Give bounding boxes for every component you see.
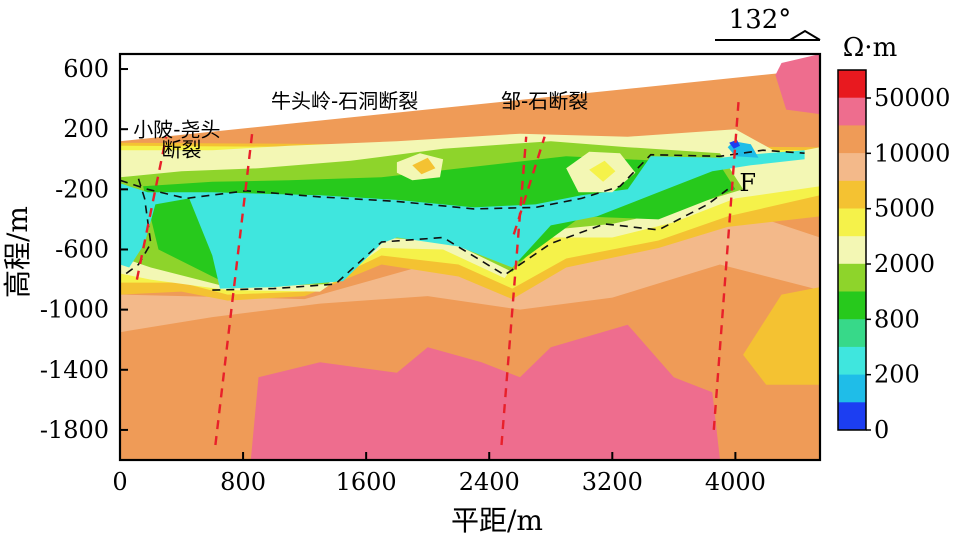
- colorbar-label: 0: [874, 416, 889, 444]
- y-tick-label: -1400: [40, 356, 109, 384]
- colorbar-frame: [837, 69, 867, 431]
- y-axis-ticks: 600 200 -200 -600 -1000 -1400 -1800: [40, 55, 128, 444]
- fault-line-2: [500, 136, 528, 446]
- colorbar-unit: Ω·m: [843, 33, 897, 63]
- x-tick-label: 800: [220, 468, 266, 496]
- fault-line-0: [135, 136, 168, 280]
- colorbar-label: 10000: [874, 139, 950, 167]
- colorbar-swatch: [838, 153, 866, 182]
- fault-line-4: [712, 102, 740, 430]
- x-tick-label: 3200: [582, 468, 643, 496]
- x-tick-label: 2400: [459, 468, 520, 496]
- annotation-label-2: 牛头岭-石洞断裂: [271, 89, 418, 113]
- resistivity-body-13: [589, 160, 616, 182]
- boundary-lower: [212, 188, 729, 291]
- x-tick-label: 1600: [336, 468, 397, 496]
- fault-line-1: [214, 132, 254, 446]
- colorbar-swatch: [838, 346, 866, 376]
- colorbar-swatch: [838, 374, 866, 403]
- direction-indicator: 132°: [715, 5, 821, 41]
- annotation-label-4: F: [739, 169, 756, 197]
- colorbar-label: 50000: [874, 84, 950, 112]
- colorbar-swatch: [838, 236, 866, 265]
- annotation-label-0: 小陂-尧头: [133, 118, 220, 142]
- direction-label: 132°: [729, 5, 792, 35]
- fault-lines: [135, 102, 740, 446]
- direction-arrow: [789, 29, 821, 41]
- boundary-left: [125, 178, 152, 275]
- boundary-upper: [120, 149, 805, 210]
- y-tick-label: 600: [63, 55, 109, 83]
- fault-line-3: [512, 136, 546, 235]
- colorbar-swatch: [838, 319, 866, 348]
- colorbar-label: 200: [874, 361, 920, 389]
- resistivity-body-16: [743, 287, 820, 385]
- x-tick-label: 4000: [705, 468, 766, 496]
- colorbar-swatch: [838, 291, 866, 320]
- x-axis-ticks: 0 800 1600 2400 3200 4000: [112, 452, 766, 496]
- x-tick-label: 0: [112, 468, 127, 496]
- colorbar-label: 5000: [874, 195, 935, 223]
- annotation-label-1: 断裂: [162, 137, 202, 161]
- colorbar-swatch: [838, 263, 866, 292]
- boundary-lines: [120, 149, 805, 291]
- y-tick-label: -200: [55, 175, 109, 203]
- resistivity-body-15: [775, 54, 820, 115]
- resistivity-body-7: [120, 150, 805, 289]
- colorbar-label: 2000: [874, 250, 935, 278]
- colorbar-swatch: [838, 208, 866, 237]
- y-tick-label: -1000: [40, 296, 109, 324]
- resistivity-body-14: [250, 324, 721, 460]
- resistivity-body-9: [729, 139, 740, 149]
- colorbar-swatch: [838, 97, 866, 126]
- colorbar-swatch: [838, 180, 866, 209]
- x-axis-label: 平距/m: [451, 504, 543, 537]
- annotation-label-3: 邹-石断裂: [501, 89, 588, 113]
- y-tick-label: -1800: [40, 416, 109, 444]
- colorbar-swatch: [838, 125, 866, 154]
- plot-frame: [118, 52, 822, 462]
- colorbar-swatch: [838, 70, 866, 99]
- colorbar-swatch: [838, 402, 866, 431]
- resistivity-bodies: [120, 54, 820, 460]
- y-axis-label: 高程/m: [1, 206, 34, 298]
- resistivity-body-12: [412, 157, 436, 175]
- colorbar-label: 800: [874, 305, 920, 333]
- y-tick-label: -600: [55, 235, 109, 263]
- y-tick-label: 200: [63, 115, 109, 143]
